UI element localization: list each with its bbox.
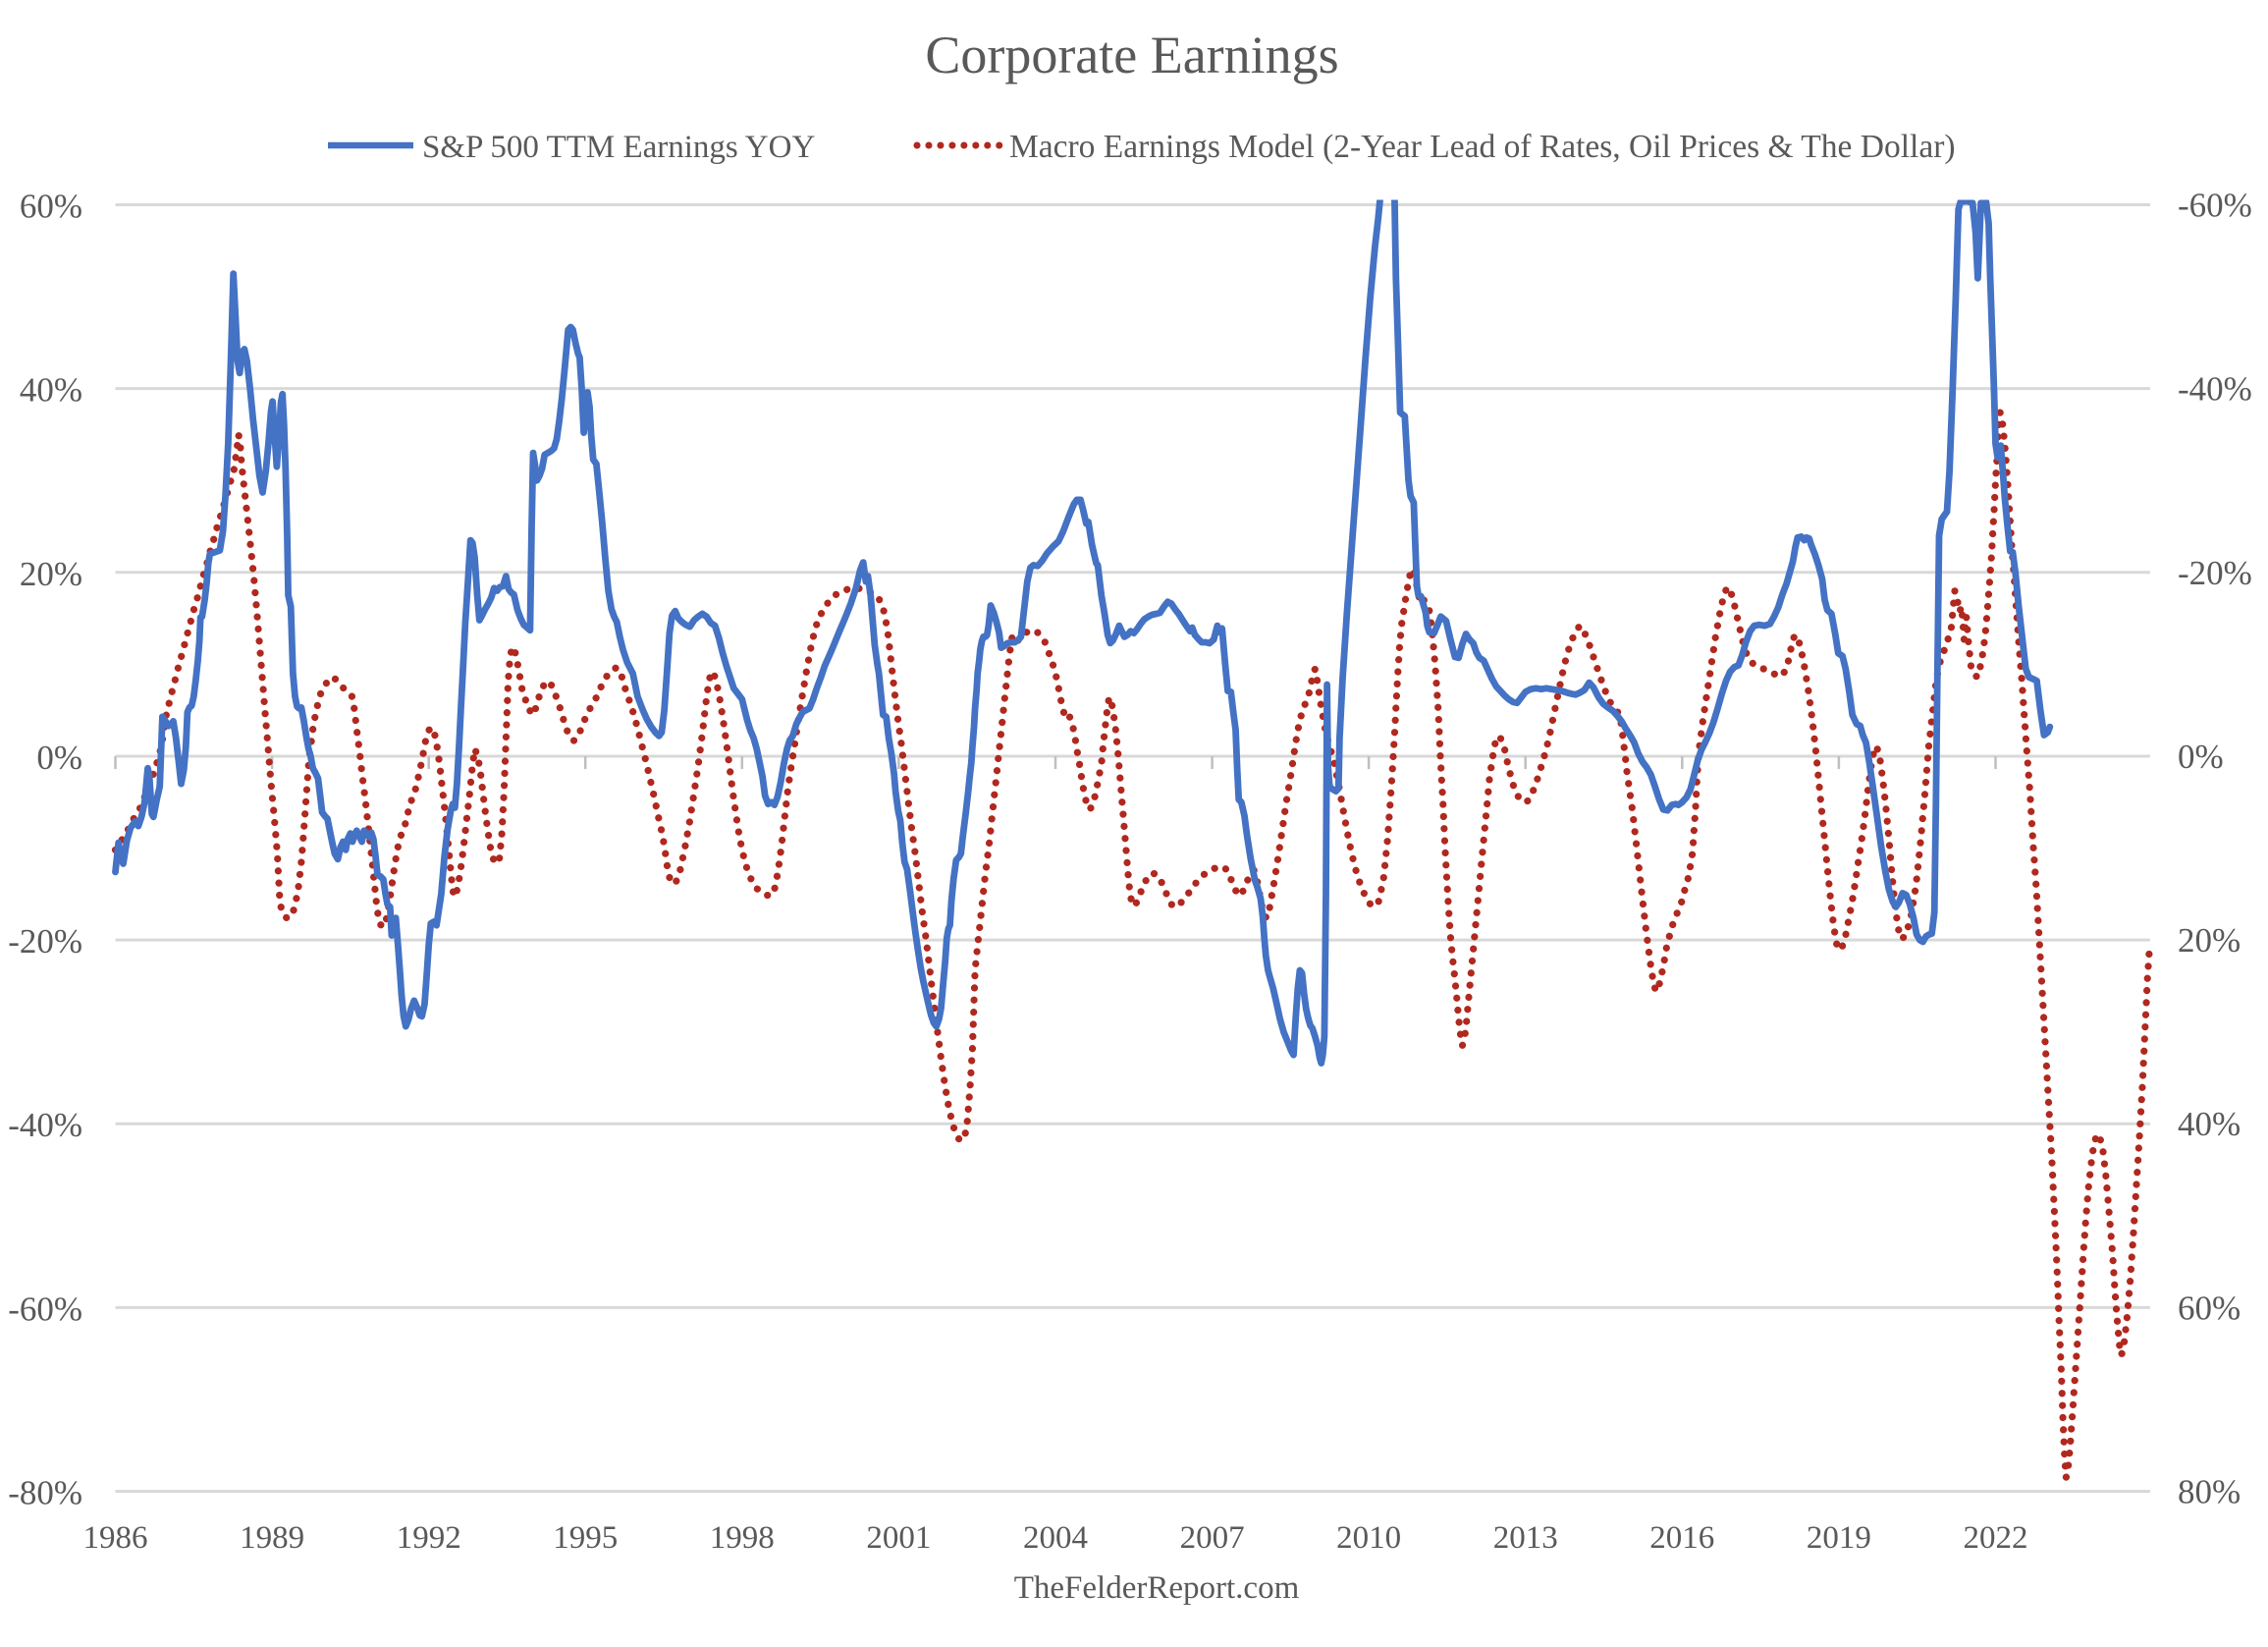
svg-text:TheFelderReport.com: TheFelderReport.com <box>1014 1570 1300 1606</box>
svg-text:1992: 1992 <box>397 1520 461 1556</box>
svg-text:60%: 60% <box>2178 1289 2241 1327</box>
svg-text:2019: 2019 <box>1807 1520 1871 1556</box>
svg-text:2013: 2013 <box>1493 1520 1558 1556</box>
svg-text:60%: 60% <box>20 188 82 226</box>
svg-text:Macro Earnings Model (2-Year L: Macro Earnings Model (2-Year Lead of Rat… <box>1009 129 1956 165</box>
svg-text:80%: 80% <box>2178 1473 2241 1511</box>
svg-text:20%: 20% <box>2178 921 2241 960</box>
svg-text:-20%: -20% <box>2178 554 2252 592</box>
svg-text:0%: 0% <box>2178 738 2224 776</box>
svg-text:-40%: -40% <box>2178 370 2252 409</box>
svg-text:0%: 0% <box>36 739 82 777</box>
svg-text:-60%: -60% <box>8 1290 82 1328</box>
svg-text:2022: 2022 <box>1964 1520 2028 1556</box>
svg-text:-80%: -80% <box>8 1474 82 1512</box>
svg-text:-60%: -60% <box>2178 187 2252 225</box>
svg-text:1986: 1986 <box>83 1520 148 1556</box>
svg-text:40%: 40% <box>2178 1105 2241 1143</box>
svg-text:20%: 20% <box>20 555 82 593</box>
svg-text:Corporate Earnings: Corporate Earnings <box>925 26 1338 84</box>
svg-text:40%: 40% <box>20 371 82 410</box>
svg-text:2016: 2016 <box>1649 1520 1714 1556</box>
svg-text:2004: 2004 <box>1023 1520 1088 1556</box>
svg-text:1995: 1995 <box>553 1520 618 1556</box>
svg-text:1998: 1998 <box>710 1520 775 1556</box>
svg-text:1989: 1989 <box>240 1520 304 1556</box>
svg-text:2001: 2001 <box>866 1520 931 1556</box>
svg-text:S&P 500 TTM Earnings YOY: S&P 500 TTM Earnings YOY <box>422 130 815 165</box>
svg-text:-20%: -20% <box>8 922 82 961</box>
svg-text:-40%: -40% <box>8 1106 82 1144</box>
svg-text:2010: 2010 <box>1336 1520 1401 1556</box>
svg-text:2007: 2007 <box>1180 1520 1245 1556</box>
